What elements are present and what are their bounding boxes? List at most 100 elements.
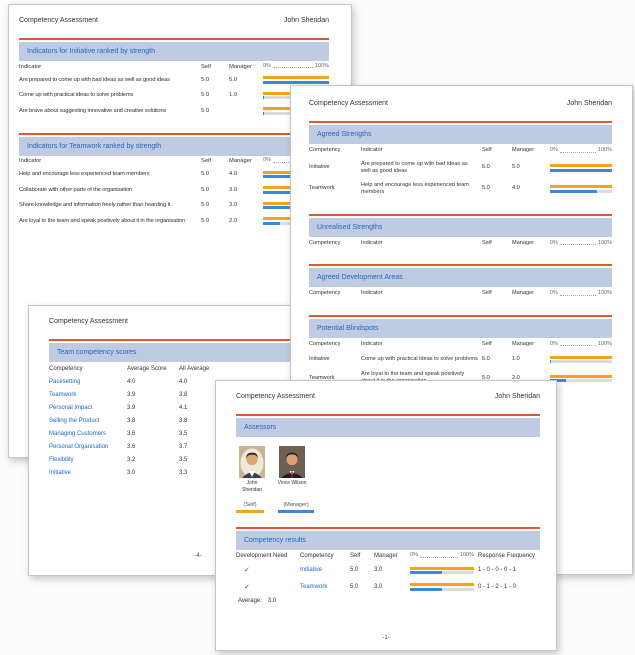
indicator-text: Help and encourage less experienced team… xyxy=(361,181,469,196)
competency-link[interactable]: Initiative xyxy=(300,567,323,574)
self-bar xyxy=(263,76,329,79)
legend-self-label: (Self) xyxy=(243,502,257,508)
manager-bar xyxy=(263,175,313,178)
competency-text: Teamwork xyxy=(309,374,335,381)
table-row: ✓ Teamwork 5.0 3.0 0 - 1 - 2 - 1 - 0 xyxy=(236,579,540,596)
competency-link[interactable]: Teamwork xyxy=(49,391,77,398)
self-score: 5.0 xyxy=(482,185,490,192)
competency-link[interactable]: Teamwork xyxy=(300,583,328,590)
self-bar-track xyxy=(550,185,612,189)
person-name: John Sheridan xyxy=(566,100,612,107)
bar-scale: 0% 100% xyxy=(550,291,612,297)
scale-max-label: 100% xyxy=(597,147,612,154)
manager-score: 5.0 xyxy=(229,76,238,83)
col-self: Self xyxy=(482,147,492,153)
page-competency-results[interactable]: Competency Assessment John Sheridan Asse… xyxy=(215,380,557,651)
all-average: 3.3 xyxy=(179,469,188,476)
section-title: Agreed Strengths xyxy=(309,125,612,144)
average-value: 3.0 xyxy=(267,598,277,604)
manager-bar xyxy=(410,571,442,574)
average-score: 3.8 xyxy=(127,417,136,424)
section-potential-blindspots: Potential Blindspots Competency Indicato… xyxy=(309,314,612,389)
manager-bar-track xyxy=(410,571,474,574)
legend-self: (Self) xyxy=(236,502,264,513)
table-row: Teamwork Help and encourage less experie… xyxy=(309,179,612,200)
col-average-score: Average Score xyxy=(127,365,167,372)
bar-scale: 0% 100% xyxy=(263,62,329,70)
table-row: Personal Impact 3.9 4.1 xyxy=(49,401,347,414)
self-score: 5.0 xyxy=(201,186,210,193)
indicator-text: Help and encourage less experienced team… xyxy=(19,171,150,178)
competency-link[interactable]: Personal Organisation xyxy=(49,443,109,450)
document-title: Competency Assessment xyxy=(309,100,388,107)
table-row: Are loyal to the team and speak positive… xyxy=(19,213,329,229)
scale-max-label: 100% xyxy=(314,62,329,69)
indicator-text: Come up with practical ideas to solve pr… xyxy=(19,92,134,99)
competency-link[interactable]: Flexibility xyxy=(49,456,74,463)
self-bar xyxy=(410,566,474,570)
col-competency: Competency xyxy=(309,147,341,153)
scale-leader xyxy=(272,67,313,69)
competency-link[interactable]: Pacesetting xyxy=(49,378,81,385)
scale-min-label: 0% xyxy=(550,147,558,154)
competency-link[interactable]: Selling the Product xyxy=(49,417,100,424)
competency-link[interactable]: Personal Impact xyxy=(49,404,93,411)
col-manager: Manager xyxy=(512,147,535,153)
col-indicator: Indicator xyxy=(361,290,383,297)
table-row: Are prepared to come up with bad ideas a… xyxy=(19,72,329,88)
section-top-rule xyxy=(309,264,612,267)
table-header-row: Development Need Competency Self Manager… xyxy=(236,550,540,562)
competency-link[interactable]: Managing Customers xyxy=(49,430,107,437)
assessor-photo xyxy=(279,446,305,478)
self-bar-track xyxy=(550,164,612,168)
bar-scale: 0% 100% xyxy=(550,240,612,247)
assessor-card: Vince Wilson xyxy=(276,446,308,493)
bar-scale: 0% 100% xyxy=(550,340,612,348)
indicator-text: Come up with practical ideas to solve pr… xyxy=(361,355,478,362)
score-bars xyxy=(410,582,474,593)
table-header-row: Competency Indicator Self Manager 0% 100% xyxy=(309,287,612,301)
scale-leader xyxy=(559,345,596,347)
scale-max-label: 100% xyxy=(597,340,612,347)
section-title: Potential Blindspots xyxy=(309,318,612,338)
col-competency: Competency xyxy=(49,365,83,372)
average-score: 3.9 xyxy=(127,391,136,398)
manager-bar-track xyxy=(410,587,474,591)
section-title: Unrealised Strengths xyxy=(309,217,612,237)
section-top-rule xyxy=(309,213,612,216)
section-top-rule xyxy=(309,314,612,317)
indicator-text: Share knowledge and information freely r… xyxy=(19,202,171,209)
table-header-row: Competency Indicator Self Manager 0% 100% xyxy=(309,144,612,158)
response-frequency: 0 - 1 - 2 - 1 - 0 xyxy=(478,583,517,590)
self-score: 5.0 xyxy=(201,202,210,209)
person-name: John Sheridan xyxy=(494,393,540,400)
col-self: Self xyxy=(201,158,211,164)
page-number: -1- xyxy=(382,635,390,641)
scale-min-label: 0% xyxy=(263,157,271,164)
section-top-rule xyxy=(236,527,540,529)
section-title: Agreed Development Areas xyxy=(309,268,612,288)
manager-score: 4.0 xyxy=(229,171,238,178)
table-row: ✓ Initiative 5.0 3.0 1 - 0 - 0 - 0 - 1 xyxy=(236,562,540,579)
table-row: Initiative Come up with practical ideas … xyxy=(309,351,612,368)
table-row: Collaborate with other parts of the orga… xyxy=(19,182,329,198)
self-bar xyxy=(410,583,474,586)
indicator-text: Collaborate with other parts of the orga… xyxy=(19,186,132,193)
col-response-frequency: Response Frequency xyxy=(478,553,536,559)
section-team-scores: Team competency scores Competency Averag… xyxy=(49,339,347,479)
manager-score: 3.0 xyxy=(229,186,238,193)
all-average: 3.5 xyxy=(179,430,188,437)
person-name: John Sheridan xyxy=(283,17,329,24)
scale-max-label: 100% xyxy=(459,552,474,559)
competency-text: Teamwork xyxy=(309,185,335,192)
col-manager: Manager xyxy=(512,290,535,297)
table-header-row: Competency Indicator Self Manager 0% 100% xyxy=(309,237,612,251)
manager-bar xyxy=(550,189,597,193)
self-score: 5.0 xyxy=(201,76,210,83)
table-header-row: Indicator Self Manager 0%100% xyxy=(19,156,329,167)
section-top-rule xyxy=(309,121,612,123)
self-bar-track xyxy=(550,355,612,359)
competency-link[interactable]: Initiative xyxy=(49,469,72,476)
score-bars xyxy=(263,75,329,86)
